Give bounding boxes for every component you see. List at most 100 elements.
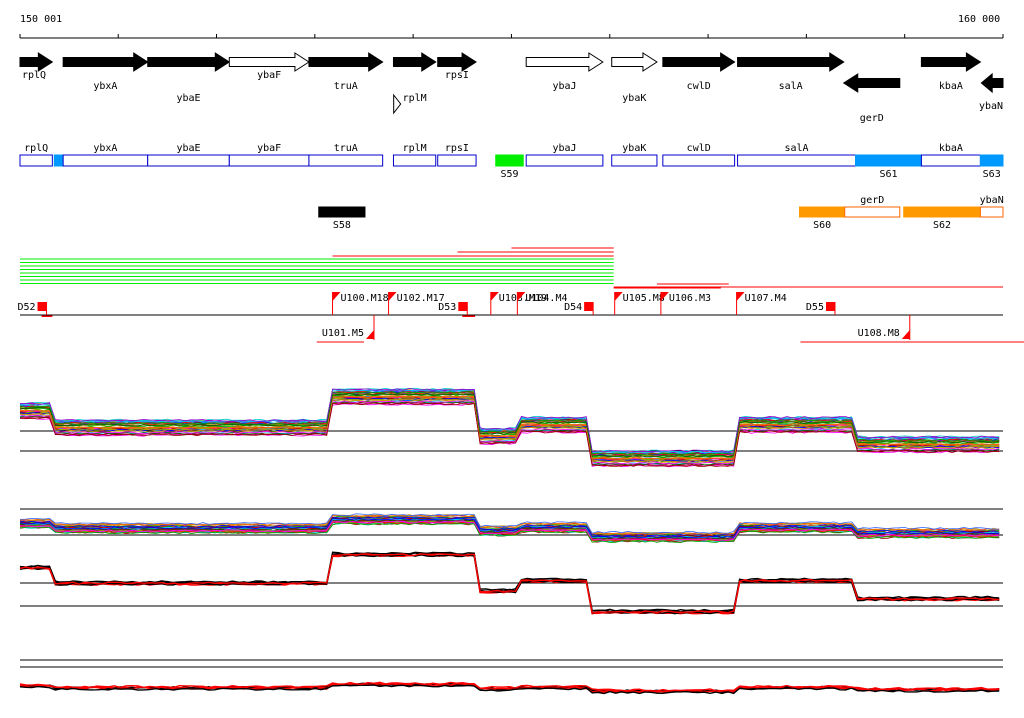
segment-label-salA: salA [785, 143, 809, 154]
segment-below-label-S59: S59 [500, 169, 518, 180]
breakpoint-label-D54: D54 [564, 302, 582, 313]
segment-label-ybaJ: ybaJ [552, 143, 576, 154]
profile-series-line [19, 520, 1000, 541]
gene-arrow-salA [737, 52, 845, 72]
profile-series-line [19, 514, 1000, 535]
breakpoint-flag-U106.M3 [660, 292, 669, 301]
segment-label-rplM: rplM [403, 143, 427, 154]
gene-arrow-rpsI [437, 52, 477, 72]
segment-ybaJ [525, 154, 604, 167]
segment-S58 [318, 206, 366, 218]
breakpoint-label-U102.M17: U102.M17 [397, 293, 445, 304]
profile-series-line [19, 522, 1000, 544]
segment-label-ybaK: ybaK [622, 143, 646, 154]
gene-label-truA: truA [334, 81, 358, 92]
gene-label-ybaK: ybaK [622, 93, 646, 104]
segment-S59 [495, 154, 524, 167]
gene-label-ybaN: ybaN [979, 101, 1003, 112]
segment-below-label-S60: S60 [813, 220, 831, 231]
gene-arrow-ybaK [611, 52, 658, 72]
breakpoint-down-flag-U101.M5 [365, 330, 374, 339]
segment-rplQ [19, 154, 53, 167]
breakpoint-flag-U102.M17 [388, 292, 397, 301]
breakpoint-label-D55: D55 [806, 302, 824, 313]
segment-below-label-S62: S62 [933, 220, 951, 231]
breakpoint-box-D55 [825, 302, 835, 311]
segment-below-label-S63: S63 [983, 169, 1001, 180]
gene-label-ybaE: ybaE [176, 93, 200, 104]
gene-arrow-ybaF [228, 52, 310, 72]
gene-arrow-rplM [392, 52, 437, 72]
profile-series-line [19, 398, 1000, 463]
profile-series-line [19, 402, 1000, 467]
gene-label-ybaF: ybaF [257, 70, 281, 81]
gene-label-salA: salA [779, 81, 803, 92]
gene-label-kbaA: kbaA [939, 81, 963, 92]
segment-ybaE [147, 154, 230, 167]
segment-label-kbaA: kbaA [939, 143, 963, 154]
gene-label-rpsI: rpsI [445, 70, 469, 81]
breakpoint-label-U106.M3: U106.M3 [669, 293, 711, 304]
segment-label-ybaE: ybaE [176, 143, 200, 154]
segment-label-ybaN: ybaN [980, 195, 1004, 206]
segment-salA [737, 154, 857, 167]
breakpoint-label-U103.M19: U103.M19 [499, 293, 547, 304]
segment-S62 [903, 206, 981, 218]
gene-label-cwlD: cwlD [687, 81, 711, 92]
profile-series-line [19, 395, 1000, 461]
segment-cwlD [662, 154, 736, 167]
expression-profile-panels [19, 387, 1003, 695]
gene-label-ybxA: ybxA [93, 81, 117, 92]
segment-ybaF [228, 154, 310, 167]
breakpoint-label-D52: D52 [17, 302, 35, 313]
segment-rplM [392, 154, 437, 167]
breakpoint-label-U107.M4: U107.M4 [745, 293, 787, 304]
gene-arrow-truA [308, 52, 384, 72]
profile-series-line [19, 681, 1000, 692]
segment-S63 [979, 154, 1004, 167]
breakpoint-down-label-U101.M5: U101.M5 [322, 328, 364, 339]
axis-end-label: 160 000 [958, 14, 1000, 25]
breakpoint-flag-U105.M8 [614, 292, 623, 301]
segment-label-rpsI: rpsI [445, 143, 469, 154]
segment-ybxA [62, 154, 149, 167]
segment-S60 [798, 206, 846, 218]
profile-series-line [19, 393, 1000, 458]
breakpoint-down-flag-U108.M8 [901, 330, 910, 339]
segment-below-label-S58: S58 [333, 220, 351, 231]
segment-label-cwlD: cwlD [687, 143, 711, 154]
profile-series-line [19, 684, 1000, 695]
gene-label-gerD: gerD [860, 113, 884, 124]
gene-label-ybaJ: ybaJ [552, 81, 576, 92]
breakpoint-label-U105.M8: U105.M8 [623, 293, 665, 304]
breakpoint-box-D54 [584, 302, 594, 311]
gene-label-rplM: rplM [403, 93, 427, 104]
gene-annotation-track: rplQ ybxA ybaE ybaF truA rplM rpsI ybaJ ybaK cwlD… [19, 52, 1004, 124]
breakpoint-flag-U100.M18 [332, 292, 341, 301]
profile-series-line [19, 517, 1000, 539]
segment-S61 [855, 154, 922, 167]
breakpoint-flag-U104.M4 [517, 292, 526, 301]
segment-label-gerD: gerD [860, 195, 884, 206]
small-triangle-marker [393, 93, 402, 115]
breakpoint-label-U100.M18: U100.M18 [341, 293, 389, 304]
gene-arrow-kbaA [920, 52, 982, 72]
segment-track-2: S58 S60 gerD S62 ybaN [318, 195, 1004, 231]
breakpoint-box-D53 [458, 302, 468, 311]
profile-series-line [19, 395, 1000, 460]
breakpoint-down-label-U108.M8: U108.M8 [858, 328, 900, 339]
gene-arrow-ybaN [980, 72, 1004, 94]
segment-rpsI [437, 154, 477, 167]
profile-series-line [19, 391, 1000, 456]
profile-series-line [19, 521, 1000, 542]
gene-arrow-ybaE [147, 52, 231, 72]
gene-arrow-cwlD [662, 52, 736, 72]
segment-track-1: rplQ ybxA ybaE ybaF truA rplM rpsI S59 ybaJ ybaK c… [19, 143, 1004, 180]
position-axis: 150 001 160 000 [19, 14, 1004, 39]
breakpoint-label-D53: D53 [438, 302, 456, 313]
segment-label-rplQ: rplQ [24, 143, 48, 154]
profile-series-line [19, 516, 1000, 537]
